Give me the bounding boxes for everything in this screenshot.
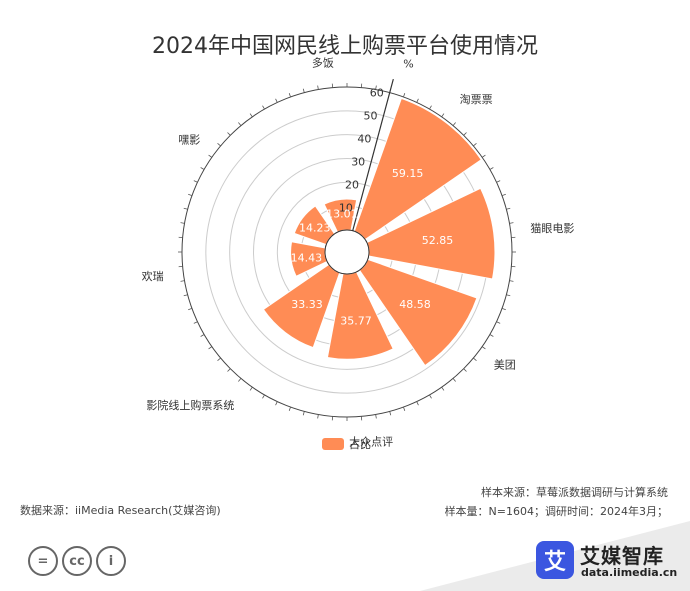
angle-tick xyxy=(509,222,514,224)
value-label: 33.33 xyxy=(291,298,323,311)
value-label: 13.01 xyxy=(326,207,358,220)
angle-tick xyxy=(262,105,265,110)
value-label: 35.77 xyxy=(340,314,372,327)
radial-tick-label: 10 xyxy=(339,202,353,215)
legend[interactable]: 占比 xyxy=(322,436,371,452)
value-label: 52.85 xyxy=(422,234,454,247)
angle-tick xyxy=(509,280,514,282)
angle-tick xyxy=(441,386,445,391)
category-label: 嘿影 xyxy=(178,133,200,146)
angle-tick xyxy=(506,207,511,210)
angle-tick xyxy=(429,394,432,399)
category-label: 多饭 xyxy=(312,56,334,70)
angle-tick xyxy=(200,334,205,337)
angle-tick xyxy=(193,180,198,183)
angle-tick xyxy=(489,334,494,337)
radial-axis-unit: % xyxy=(403,58,413,71)
angle-tick xyxy=(288,93,291,98)
value-label: 59.15 xyxy=(392,167,424,180)
angle-tick xyxy=(375,414,377,419)
angle-tick xyxy=(496,321,501,324)
category-label: 美团 xyxy=(494,359,516,372)
polar-bar-chart: 10 20 30 40 50 60% 59.15 52.85 48.58 35.77 33.33 14… xyxy=(142,56,575,449)
angle-tick xyxy=(452,378,456,382)
angle-tick xyxy=(200,167,205,170)
angle-tick xyxy=(317,85,319,90)
angle-tick xyxy=(389,411,392,416)
person-icon: i xyxy=(96,546,126,576)
category-label: 欢瑞 xyxy=(142,269,164,283)
category-label: 淘票票 xyxy=(460,93,493,106)
angle-tick xyxy=(416,401,419,406)
category-label: 大众点评 xyxy=(349,434,393,448)
radial-axis xyxy=(352,78,394,231)
angle-tick xyxy=(441,113,445,118)
legend-swatch xyxy=(322,438,344,450)
angle-tick xyxy=(188,193,193,196)
angle-tick xyxy=(473,357,477,361)
category-label: 猫眼电影 xyxy=(530,222,574,235)
angle-tick xyxy=(506,294,511,297)
equals-icon: = xyxy=(28,546,58,576)
angle-tick xyxy=(193,321,198,324)
center-hole xyxy=(324,229,370,275)
angle-tick xyxy=(227,368,231,372)
angle-tick xyxy=(473,143,477,147)
angle-tick xyxy=(302,88,305,93)
angle-tick xyxy=(180,222,185,224)
angle-tick xyxy=(496,180,501,183)
angle-tick xyxy=(463,368,467,372)
angle-tick xyxy=(217,357,221,361)
angle-tick xyxy=(429,105,432,110)
legend-label: 占比 xyxy=(349,438,371,451)
value-label: 48.58 xyxy=(399,298,431,311)
sample-source: 样本来源：草莓派数据调研与计算系统 xyxy=(481,486,668,499)
brand-url: data.iimedia.cn xyxy=(581,566,678,579)
angle-tick xyxy=(238,378,242,382)
brand-logo-icon: 艾 xyxy=(536,541,574,579)
radial-tick-label: 50 xyxy=(364,110,378,123)
angle-tick xyxy=(481,154,486,158)
radial-tick-label: 60 xyxy=(370,87,384,100)
angle-tick xyxy=(238,122,242,126)
angle-tick xyxy=(489,167,494,170)
angle-tick xyxy=(180,280,185,282)
brand-name: 艾媒智库 xyxy=(580,544,664,568)
angle-tick xyxy=(463,132,467,136)
angle-tick xyxy=(208,346,213,350)
angle-tick xyxy=(501,193,506,196)
cc-icon: cc xyxy=(62,546,92,576)
angle-tick xyxy=(317,414,319,419)
angle-tick xyxy=(249,113,253,118)
data-source: 数据来源：iiMedia Research(艾媒咨询) xyxy=(20,504,221,517)
angle-tick xyxy=(208,154,213,158)
value-label: 14.23 xyxy=(299,221,331,234)
angle-tick xyxy=(262,394,265,399)
angle-tick xyxy=(188,308,193,311)
angle-tick xyxy=(501,308,506,311)
angle-tick xyxy=(288,406,291,411)
radial-tick-label: 20 xyxy=(345,179,359,192)
angle-tick xyxy=(183,207,188,210)
angle-tick xyxy=(249,386,253,391)
angle-tick xyxy=(403,93,406,98)
angle-tick xyxy=(416,98,419,103)
angle-tick xyxy=(275,98,278,103)
license-icons: = cc i xyxy=(28,546,126,576)
angle-tick xyxy=(452,122,456,126)
angle-tick xyxy=(403,406,406,411)
angle-tick xyxy=(183,294,188,297)
angle-tick xyxy=(227,132,231,136)
angle-tick xyxy=(217,143,221,147)
radial-tick-label: 30 xyxy=(351,156,365,169)
category-label: 影院线上购票系统 xyxy=(146,398,234,412)
angle-tick xyxy=(275,401,278,406)
chart-title: 2024年中国网民线上购票平台使用情况 xyxy=(152,34,538,59)
value-label: 14.43 xyxy=(291,251,323,264)
sample-info: 样本量：N=1604；调研时间：2024年3月； xyxy=(444,505,668,518)
angle-tick xyxy=(375,85,377,90)
radial-tick-label: 40 xyxy=(357,133,371,146)
angle-tick xyxy=(302,411,305,416)
angle-tick xyxy=(481,346,486,350)
